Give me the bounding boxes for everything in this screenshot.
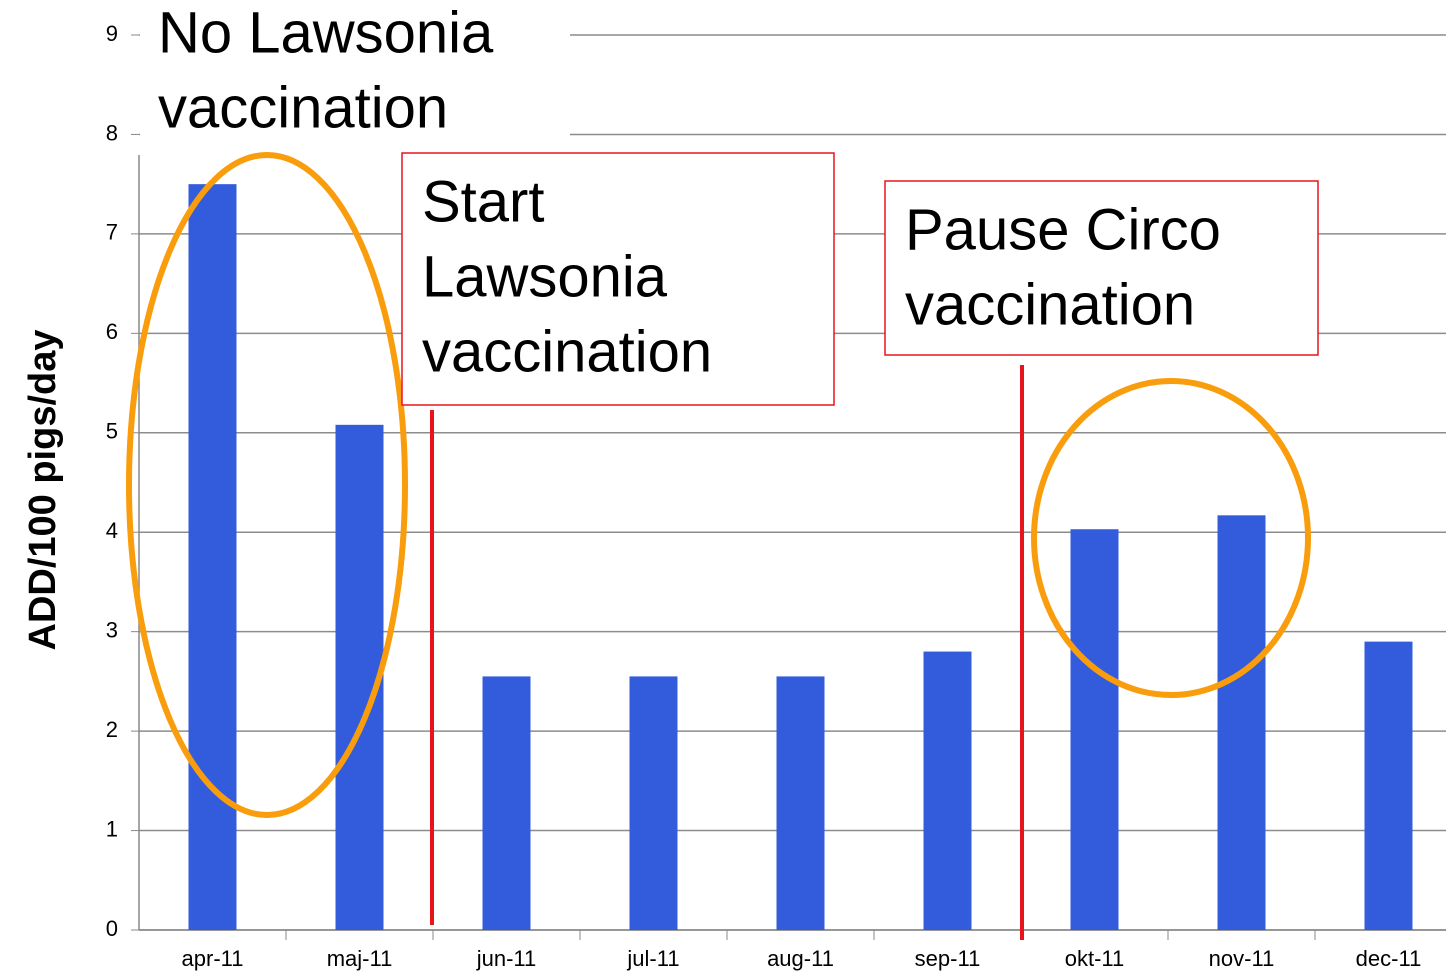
y-tick-label: 4: [106, 518, 118, 543]
x-tick-label: jun-11: [476, 946, 537, 971]
y-tick-label: 6: [106, 319, 118, 344]
y-tick-label: 2: [106, 717, 118, 742]
x-tick-label: okt-11: [1065, 946, 1125, 971]
annotation-background: [140, 0, 570, 150]
x-tick-label: maj-11: [327, 946, 393, 971]
y-tick-label: 5: [106, 419, 118, 444]
annotation-text: No Lawsonia: [158, 0, 494, 65]
y-tick-label: 8: [106, 120, 118, 145]
x-tick-label: sep-11: [915, 946, 981, 971]
bar: [923, 651, 972, 930]
annotation-box: [884, 180, 1319, 356]
y-axis-label: ADD/100 pigs/day: [22, 330, 64, 651]
y-tick-label: 0: [106, 916, 118, 941]
annotation-text: Lawsonia: [422, 244, 668, 309]
x-tick-label: jul-11: [626, 946, 679, 971]
bar: [1070, 529, 1119, 930]
annotation-text: Start: [422, 169, 545, 234]
annotation-text: Pause Circo: [905, 197, 1221, 262]
y-tick-label: 3: [106, 617, 118, 642]
y-tick-label: 9: [106, 21, 118, 46]
annotation-text: vaccination: [422, 319, 712, 384]
y-tick-label: 7: [106, 220, 118, 245]
x-tick-label: apr-11: [182, 946, 244, 971]
y-tick-label: 1: [106, 816, 118, 841]
highlight-ellipse: [126, 152, 408, 818]
x-tick-label: nov-11: [1209, 946, 1275, 971]
bar: [335, 424, 384, 930]
bar: [188, 184, 237, 930]
highlight-ellipse: [1031, 378, 1311, 698]
annotation-text: vaccination: [158, 75, 448, 140]
annotation-text: vaccination: [905, 272, 1195, 337]
bar: [629, 676, 678, 930]
x-tick-label: aug-11: [767, 946, 834, 971]
bar: [482, 676, 531, 930]
bar: [1364, 641, 1413, 930]
bar: [1217, 515, 1266, 930]
bar: [776, 676, 825, 930]
annotation-box: [401, 152, 835, 406]
x-tick-label: dec-11: [1356, 946, 1422, 971]
